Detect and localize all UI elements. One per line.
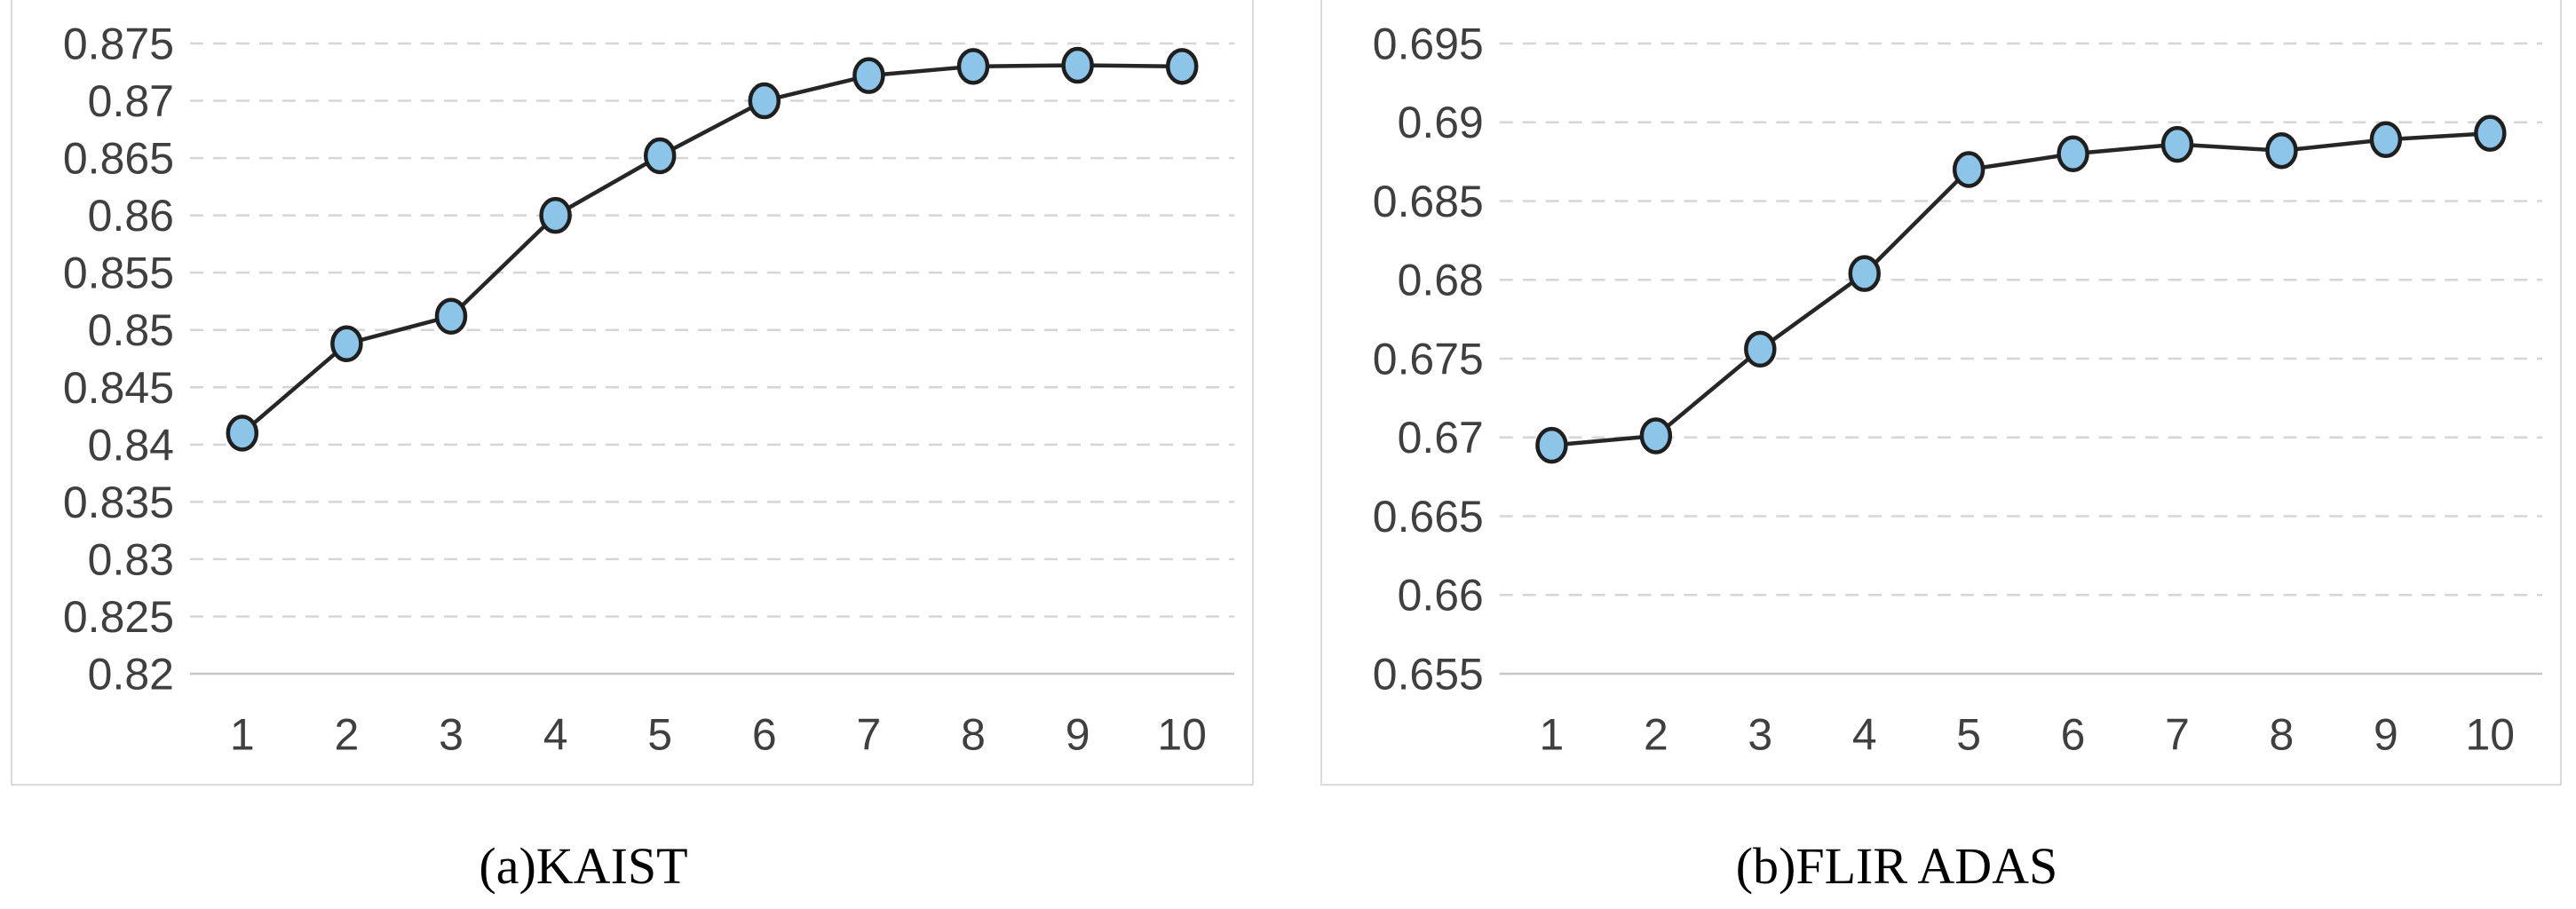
data-point-marker <box>1744 330 1777 368</box>
data-point-marker <box>852 57 885 94</box>
kaist-chart-panel: 0.875 0.87 0.865 0.86 0.855 0.85 0.845 0.84 0.83… <box>11 0 1254 786</box>
y-tick-label: 0.875 <box>63 20 174 69</box>
data-point-marker <box>2265 131 2298 170</box>
y-tick-label: 0.68 <box>1398 256 1484 305</box>
x-tick-label: 10 <box>1157 710 1207 760</box>
data-point-marker <box>1061 46 1094 84</box>
x-tick-label: 2 <box>334 710 359 760</box>
x-tick-label: 3 <box>1748 709 1772 759</box>
y-tick-label: 0.655 <box>1373 649 1484 699</box>
kaist-line-chart: 0.875 0.87 0.865 0.86 0.855 0.85 0.845 0.84 0.83… <box>63 20 1234 760</box>
y-tick-label: 0.825 <box>63 592 174 642</box>
data-point-marker <box>1165 48 1199 85</box>
y-tick-label: 0.84 <box>88 420 174 470</box>
data-point-marker <box>2057 135 2089 172</box>
data-point-marker <box>956 48 990 85</box>
y-tick-label: 0.865 <box>63 134 174 184</box>
data-point-marker <box>539 196 572 234</box>
y-tick-label: 0.87 <box>88 76 174 126</box>
x-tick-label: 7 <box>856 710 881 760</box>
y-tick-label: 0.665 <box>1373 492 1484 541</box>
y-tick-label: 0.685 <box>1373 177 1484 226</box>
x-tick-label: 2 <box>1644 709 1668 759</box>
y-tick-label: 0.67 <box>1398 413 1484 462</box>
y-tick-label: 0.835 <box>63 478 174 527</box>
x-tick-label: 8 <box>2270 709 2295 759</box>
data-point-marker <box>748 82 781 120</box>
x-tick-label: 7 <box>2165 709 2190 759</box>
y-tick-label: 0.86 <box>88 191 174 241</box>
caption-flir-adas: (b)FLIR ADAS <box>1735 837 2058 895</box>
data-point-marker <box>2160 125 2194 163</box>
y-tick-label: 0.845 <box>63 363 174 413</box>
y-tick-label: 0.82 <box>88 650 174 700</box>
x-tick-label: 9 <box>1066 710 1090 760</box>
y-tick-label: 0.66 <box>1398 571 1484 620</box>
data-point-marker <box>643 137 677 175</box>
data-point-marker <box>226 415 259 452</box>
data-point-marker <box>1639 417 1673 454</box>
x-tick-label: 4 <box>543 710 568 760</box>
data-point-marker <box>330 325 363 362</box>
data-point-marker <box>1535 426 1568 464</box>
caption-kaist: (a)KAIST <box>479 837 688 895</box>
y-tick-label: 0.675 <box>1373 334 1484 383</box>
x-tick-label: 5 <box>647 710 672 760</box>
x-tick-label: 3 <box>439 710 464 760</box>
data-line <box>240 63 1185 436</box>
x-tick-label: 10 <box>2466 709 2516 759</box>
data-point-marker <box>2474 115 2507 152</box>
y-tick-label: 0.855 <box>63 249 174 298</box>
x-tick-label: 5 <box>1956 709 1981 759</box>
x-tick-label: 6 <box>2061 709 2086 759</box>
flir-adas-chart-panel: 0.695 0.69 0.685 0.68 0.675 0.67 0.665 0.66 0.65… <box>1320 0 2562 786</box>
flir-adas-line-chart: 0.695 0.69 0.685 0.68 0.675 0.67 0.665 0.66 0.65… <box>1373 19 2543 760</box>
x-tick-label: 9 <box>2374 709 2398 759</box>
x-tick-label: 8 <box>961 710 986 760</box>
x-tick-label: 1 <box>230 710 255 760</box>
x-tick-label: 4 <box>1852 709 1877 759</box>
x-tick-label: 1 <box>1540 709 1565 759</box>
x-tick-label: 6 <box>752 710 777 760</box>
data-point-marker <box>1952 151 1986 188</box>
y-tick-label: 0.695 <box>1373 19 1484 68</box>
y-tick-label: 0.69 <box>1398 98 1484 147</box>
data-point-marker <box>2369 121 2403 159</box>
data-point-marker <box>1848 255 1881 292</box>
y-tick-label: 0.85 <box>88 305 174 355</box>
y-tick-label: 0.83 <box>88 534 174 584</box>
data-line <box>1550 130 2493 447</box>
data-point-marker <box>434 297 468 335</box>
